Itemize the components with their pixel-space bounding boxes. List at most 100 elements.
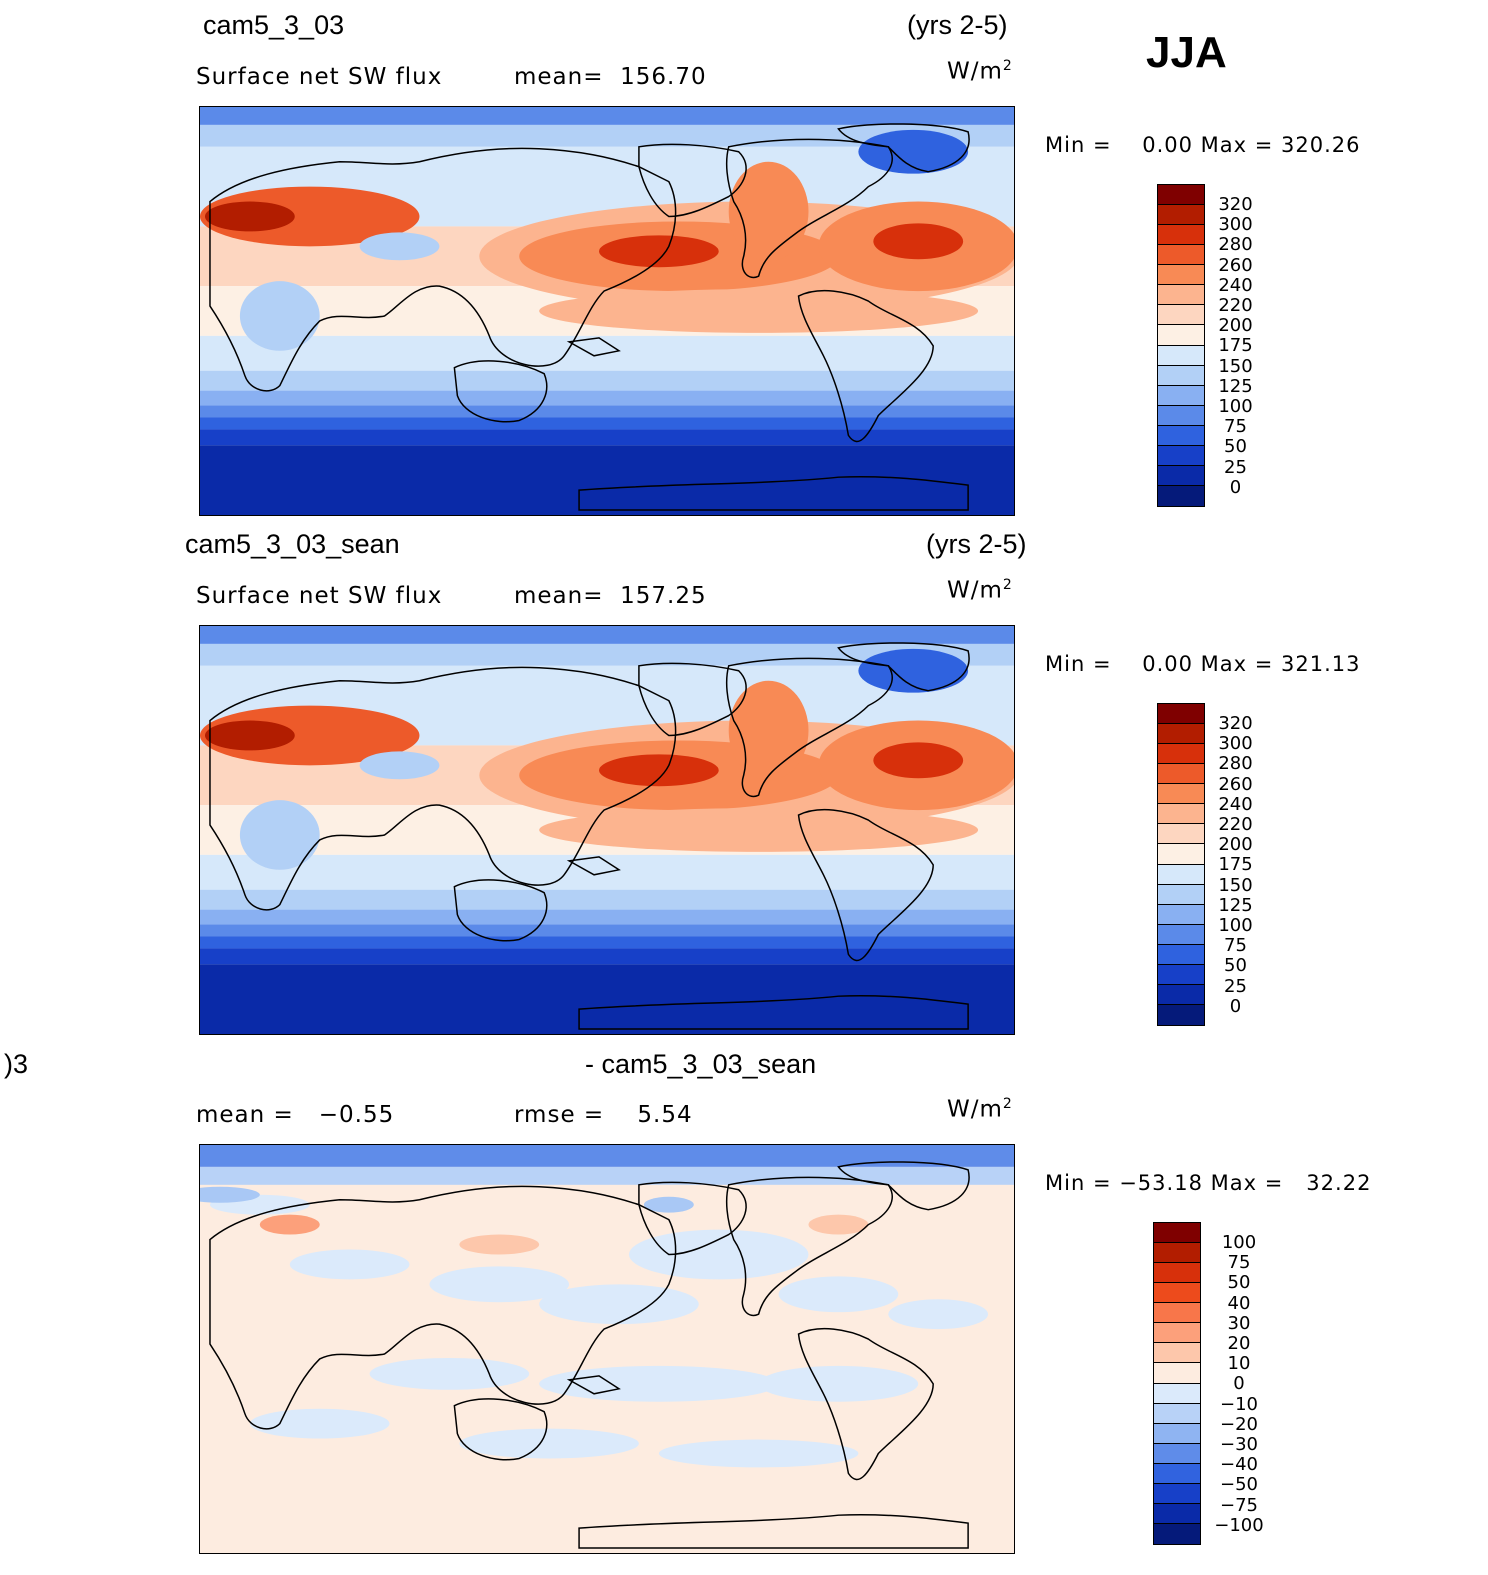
colorbar-swatch [1158,704,1204,725]
panel2-units: W/m2 [947,577,1013,604]
panel2-colorbar-labels: 320 300 280 260 240 220 200 175 150 125 100 75 50 25 0 [1213,713,1258,1017]
panel1-years: (yrs 2-5) [907,10,1008,40]
colorbar-tick-label: 125 [1218,894,1253,916]
colorbar-tick-label: −20 [1220,1413,1258,1435]
colorbar-tick-label: 300 [1218,733,1253,755]
colorbar-swatch [1158,864,1204,885]
colorbar-swatch [1154,1323,1200,1344]
colorbar-tick-label: 25 [1224,975,1247,997]
colorbar-tick-label: 50 [1227,1272,1251,1294]
colorbar-swatch [1158,465,1204,486]
panel3-colorbar [1153,1222,1201,1545]
panel3-case-prefix: )3 [4,1049,29,1079]
colorbar-tick-label: 280 [1218,234,1253,256]
panel3-units: W/m2 [947,1096,1013,1123]
panel3-colorbar-labels: 100 75 50 40 30 20 10 0 −10 −20 −30 −40 −50 −75 −100 [1213,1232,1265,1536]
colorbar-tick-label: −50 [1220,1474,1258,1496]
colorbar-swatch [1158,964,1204,985]
colorbar-tick-label: 280 [1218,753,1253,775]
colorbar-swatch [1158,265,1204,286]
panel2-variable: Surface net SW flux [196,583,443,609]
colorbar-swatch [1158,884,1204,905]
colorbar-swatch [1154,1303,1200,1324]
panel1-variable: Surface net SW flux [196,64,443,90]
colorbar-tick-label: 240 [1218,274,1253,296]
colorbar-swatch [1154,1443,1200,1464]
colorbar-swatch [1158,305,1204,326]
colorbar-tick-label: −75 [1220,1494,1258,1516]
colorbar-tick-label: 0 [1233,1373,1245,1395]
colorbar-swatch [1154,1283,1200,1304]
panel2-years: (yrs 2-5) [926,529,1027,559]
colorbar-tick-label: 125 [1218,375,1253,397]
colorbar-swatch [1154,1403,1200,1424]
colorbar-tick-label: 320 [1218,194,1253,215]
colorbar-tick-label: 260 [1218,254,1253,276]
colorbar-tick-label: 30 [1227,1312,1251,1334]
colorbar-tick-label: 0 [1229,995,1242,1017]
colorbar-tick-label: 220 [1218,295,1253,317]
panel3-minmax: Min = −53.18 Max = 32.22 [1045,1171,1372,1195]
colorbar-tick-label: −30 [1220,1434,1258,1456]
colorbar-swatch [1158,365,1204,386]
colorbar-swatch [1158,824,1204,845]
panel2-mean: mean= 157.25 [514,583,707,609]
colorbar-swatch [1158,485,1204,506]
colorbar-tick-label: 50 [1224,436,1247,458]
colorbar-tick-label: 200 [1218,834,1253,856]
colorbar-tick-label: 100 [1218,915,1253,937]
colorbar-swatch [1158,225,1204,246]
colorbar-swatch [1158,385,1204,406]
colorbar-swatch [1158,205,1204,226]
panel2-colorbar [1157,703,1205,1026]
colorbar-tick-label: 300 [1218,214,1253,236]
colorbar-swatch [1154,1463,1200,1484]
colorbar-tick-label: 50 [1224,955,1247,977]
colorbar-swatch [1154,1263,1200,1284]
colorbar-swatch [1158,744,1204,765]
colorbar-swatch [1154,1383,1200,1404]
colorbar-tick-label: 175 [1218,854,1253,876]
colorbar-swatch [1154,1223,1200,1244]
colorbar-swatch [1158,724,1204,745]
colorbar-tick-label: 40 [1227,1292,1251,1314]
colorbar-swatch [1158,844,1204,865]
colorbar-swatch [1158,784,1204,805]
colorbar-swatch [1154,1503,1200,1524]
colorbar-tick-label: 10 [1227,1353,1251,1375]
panel1-colorbar-labels: 320 300 280 260 240 220 200 175 150 125 100 75 50 25 0 [1213,194,1258,498]
colorbar-swatch [1158,445,1204,466]
colorbar-swatch [1158,425,1204,446]
colorbar-swatch [1158,924,1204,945]
panel1-case-name: cam5_3_03 [203,10,345,40]
colorbar-tick-label: 75 [1224,935,1247,957]
panel2-case-name: cam5_3_03_sean [185,529,400,559]
panel1-mean: mean= 156.70 [514,64,707,90]
colorbar-swatch [1154,1483,1200,1504]
colorbar-swatch [1158,405,1204,426]
panel1-map [199,106,1015,516]
colorbar-swatch [1154,1363,1200,1384]
colorbar-swatch [1158,325,1204,346]
colorbar-tick-label: 150 [1218,874,1253,896]
panel3-map [199,1144,1015,1554]
panel1-minmax: Min = 0.00 Max = 320.26 [1045,133,1361,157]
colorbar-tick-label: 200 [1218,315,1253,337]
colorbar-swatch [1158,245,1204,266]
colorbar-swatch [1158,285,1204,306]
colorbar-swatch [1154,1423,1200,1444]
colorbar-tick-label: 240 [1218,793,1253,815]
colorbar-swatch [1158,904,1204,925]
colorbar-swatch [1158,804,1204,825]
colorbar-tick-label: 260 [1218,773,1253,795]
colorbar-swatch [1158,984,1204,1005]
colorbar-swatch [1158,764,1204,785]
colorbar-swatch [1154,1243,1200,1264]
colorbar-tick-label: −10 [1220,1393,1258,1415]
colorbar-tick-label: 100 [1218,396,1253,418]
panel2-minmax: Min = 0.00 Max = 321.13 [1045,652,1361,676]
colorbar-tick-label: −40 [1220,1454,1258,1476]
colorbar-tick-label: 25 [1224,456,1247,478]
colorbar-swatch [1154,1523,1200,1544]
colorbar-tick-label: 75 [1227,1252,1251,1274]
